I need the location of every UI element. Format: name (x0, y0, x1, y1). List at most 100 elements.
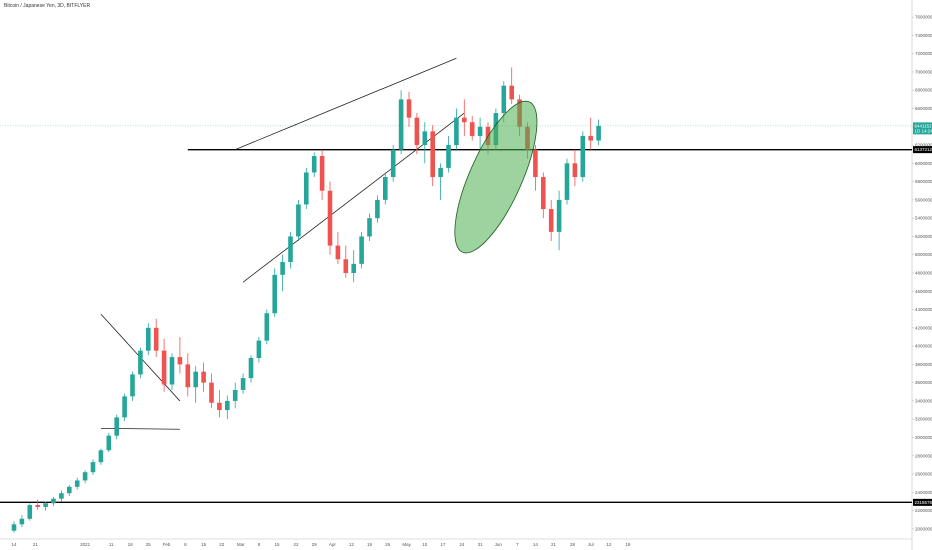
x-tick-label: 26 (385, 542, 391, 547)
candle-body (232, 389, 238, 401)
candle-body (438, 167, 443, 178)
candle-body (264, 313, 270, 341)
candle-body (533, 149, 538, 178)
y-tick-label: 7600000 (915, 15, 932, 20)
y-tick-label: 4200000 (915, 325, 932, 330)
candle-body (367, 218, 372, 237)
candle-body (335, 245, 341, 260)
candle-body (406, 99, 412, 118)
x-tick-label: 19 (367, 542, 373, 547)
candle-body (130, 374, 135, 397)
candle-body (359, 236, 364, 264)
x-tick-label: 17 (440, 542, 446, 547)
price-label-box (913, 146, 932, 154)
candle-body (177, 357, 183, 365)
candle-body (548, 209, 554, 232)
x-tick-label: 10 (422, 542, 428, 547)
x-tick-label: 8 (184, 542, 187, 547)
candle-body (596, 125, 601, 141)
x-tick-label: Jul (588, 542, 594, 547)
price-label-box (913, 122, 932, 135)
candle-body (209, 382, 214, 403)
candle-body (272, 274, 277, 314)
trend-line (100, 427, 180, 430)
candle-body (398, 99, 404, 150)
y-tick-label: 4800000 (915, 271, 932, 276)
price-label-box (913, 498, 932, 506)
candle-body (572, 163, 578, 178)
x-tick-label: 8 (258, 542, 261, 547)
highlight-ellipse (454, 100, 538, 254)
candle-body (146, 327, 151, 351)
price-label-text: 6137212 (915, 147, 932, 152)
candle-body (296, 204, 301, 237)
x-tick-label: 24 (459, 542, 465, 547)
candle-body (422, 131, 428, 146)
candle-body (161, 350, 167, 385)
price-label-text: 2318678 (915, 500, 932, 505)
candle-body (414, 117, 420, 146)
y-tick-label: 3200000 (915, 417, 932, 422)
candle-body (469, 122, 475, 136)
price-label-sub: 1D 14:24 (915, 128, 932, 133)
y-tick-label: 4000000 (915, 344, 932, 349)
candle-body (240, 378, 246, 390)
candle-body (311, 156, 317, 173)
candle-body (19, 518, 25, 525)
y-tick-label: 6000000 (915, 161, 932, 166)
candle-body (256, 340, 262, 358)
candle-body (430, 131, 435, 178)
candle-body (588, 135, 593, 141)
candle-body (67, 486, 72, 494)
y-tick-label: 7400000 (915, 33, 932, 38)
candle-body (51, 498, 56, 504)
candle-body (74, 480, 80, 487)
candle-body (59, 493, 64, 499)
chart-title: Bitcoin / Japanese Yen, 3D, BITFLYER (4, 3, 91, 9)
y-tick-label: 3000000 (915, 435, 932, 440)
trend-line (235, 57, 457, 151)
x-tick-label: 15 (275, 542, 281, 547)
x-tick-label: Jun (495, 542, 503, 547)
candle-body (454, 117, 459, 146)
x-tick-label: 22 (219, 542, 225, 547)
candle-body (153, 327, 159, 351)
y-tick-label: 6200000 (915, 143, 932, 148)
candle-body (122, 396, 127, 418)
x-tick-label: Apr (329, 542, 337, 547)
y-tick-label: 7000000 (915, 69, 932, 74)
y-tick-label: 3400000 (915, 398, 932, 403)
y-tick-label: 5200000 (915, 234, 932, 239)
candle-body (304, 172, 309, 205)
candle-body (98, 450, 104, 463)
y-tick-label: 2200000 (915, 508, 932, 513)
x-tick-label: 19 (625, 542, 631, 547)
price-label-text: 6441152 (915, 123, 932, 128)
candle-body (169, 357, 175, 385)
x-tick-label: 12 (606, 542, 612, 547)
candle-body (383, 177, 388, 200)
candle-body (288, 236, 293, 263)
y-tick-label: 2800000 (915, 453, 932, 458)
candle-body (501, 85, 507, 114)
x-tick-label: 15 (201, 542, 207, 547)
candle-body (477, 126, 483, 136)
x-tick-label: May (402, 542, 411, 547)
candle-body (343, 259, 349, 273)
trend-line (242, 112, 465, 283)
x-tick-label: 7 (516, 542, 519, 547)
candle-body (138, 350, 143, 375)
x-tick-label: Feb (163, 542, 171, 547)
y-tick-label: 7200000 (915, 51, 932, 56)
candle-body (43, 503, 48, 507)
candle-body (185, 364, 191, 388)
x-tick-label: 31 (478, 542, 484, 547)
candle-body (193, 371, 198, 388)
x-tick-label: 11 (109, 542, 114, 547)
candle-body (106, 435, 112, 451)
candle-body (201, 371, 206, 383)
candle-body (248, 357, 254, 379)
candle-body (564, 163, 570, 200)
candle-body (82, 472, 88, 481)
